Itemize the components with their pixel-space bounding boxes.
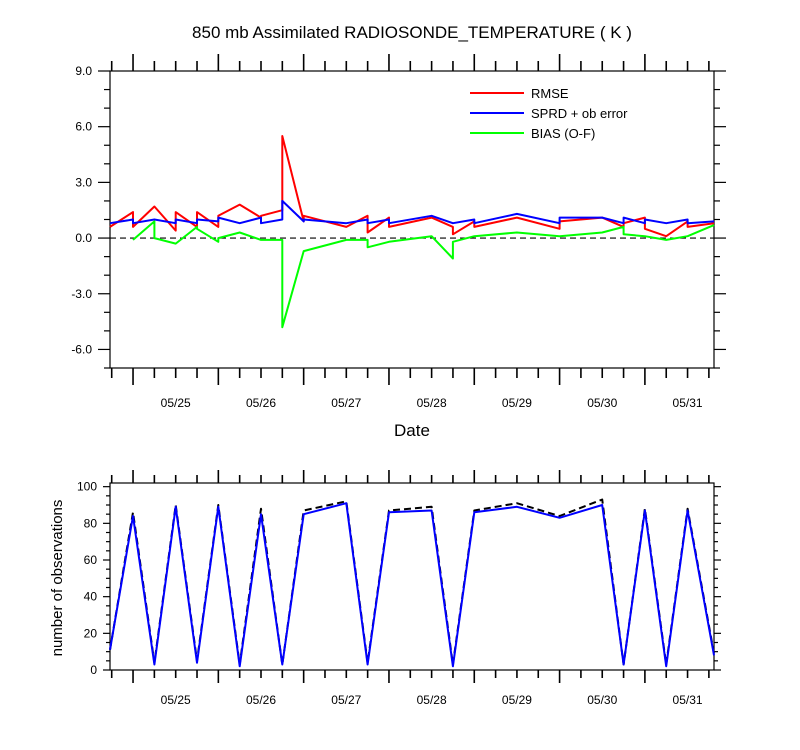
y-tick-label: 100 [77,480,97,494]
y-tick-label: 80 [84,516,98,530]
y-axis-label: number of observations [49,500,66,657]
x-tick-label: 05/25 [161,693,191,707]
y-tick-label: 0.0 [75,231,92,245]
x-tick-label: 05/25 [161,396,191,410]
y-tick-label: 20 [84,626,98,640]
y-tick-label: 0 [90,663,97,677]
x-tick-label: 05/26 [246,396,276,410]
x-tick-label: 05/27 [331,396,361,410]
legend-label-sprd-ob-error: SPRD + ob error [531,106,628,121]
x-tick-label: 05/31 [673,396,703,410]
y-tick-label: 40 [84,590,98,604]
x-tick-label: 05/29 [502,693,532,707]
x-tick-label: 05/28 [417,693,447,707]
y-tick-label: 60 [84,553,98,567]
legend-label-rmse: RMSE [531,86,569,101]
top-panel: 850 mb Assimilated RADIOSONDE_TEMPERATUR… [71,23,726,440]
x-tick-label: 05/29 [502,396,532,410]
x-tick-label: 05/30 [587,396,617,410]
y-tick-label: 3.0 [75,175,92,189]
x-tick-label: 05/30 [587,693,617,707]
x-axis-label: Date [394,421,430,440]
legend: RMSE SPRD + ob error BIAS (O-F) [470,86,628,141]
top-plot-area: 05/25 05/26 05/27 05/28 05/29 05/30 05/31 9.0 6.… [71,54,726,410]
plot-frame [109,482,715,671]
series-line-sprd-ob-error [109,199,715,225]
y-tick-label: 9.0 [75,64,92,78]
y-tick-label: 6.0 [75,120,92,134]
x-tick-label: 05/28 [417,396,447,410]
x-tick-label: 05/27 [331,693,361,707]
series-line-assimilated-observations [109,502,715,668]
y-tick-label: -3.0 [71,287,92,301]
bottom-panel: 05/25 05/26 05/27 05/28 05/29 05/30 05/31 100 80… [49,470,721,707]
series-line-bias-o-f [132,220,715,329]
x-tick-label: 05/31 [673,693,703,707]
chart-title: 850 mb Assimilated RADIOSONDE_TEMPERATUR… [192,23,632,42]
x-tick-label: 05/26 [246,693,276,707]
y-tick-label: -6.0 [71,342,92,356]
bottom-plot-area: 05/25 05/26 05/27 05/28 05/29 05/30 05/31 100 80… [77,470,721,707]
legend-label-bias-o-f: BIAS (O-F) [531,126,595,141]
